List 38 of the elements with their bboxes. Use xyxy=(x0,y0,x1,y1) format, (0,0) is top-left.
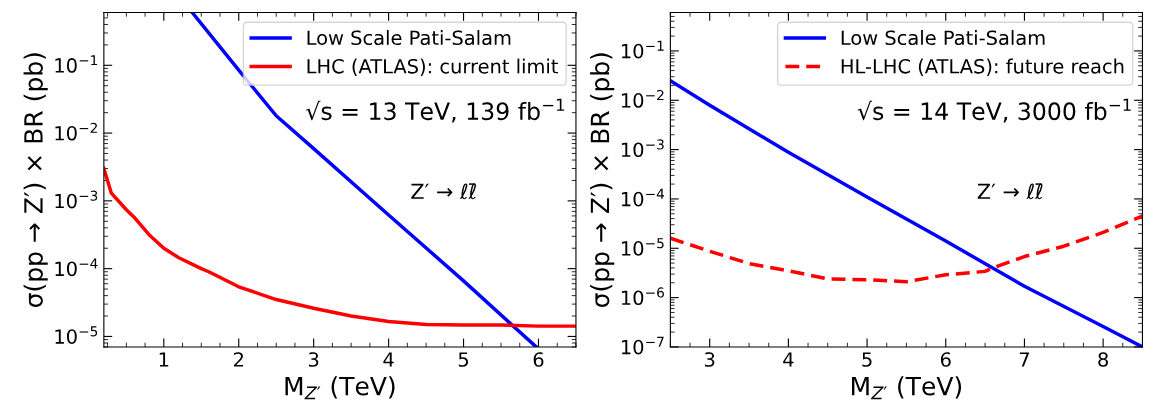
x-tick-label: 1 xyxy=(159,352,169,367)
legend-label: Low Scale Pati-Salam xyxy=(841,30,1045,46)
x-tick-label: 6 xyxy=(533,352,544,367)
y-tick-label: 10$^{−2}$ xyxy=(55,122,97,141)
y-tick-label: 10$^{−3}$ xyxy=(55,190,98,209)
annotation: Z′ → ℓℓ̄ xyxy=(977,183,1043,200)
x-tick-label: 5 xyxy=(862,352,872,367)
legend-label: LHC (ATLAS): current limit xyxy=(307,58,558,76)
x-tick-label: 5 xyxy=(458,352,469,367)
legend-label: Low Scale Pati-Salam xyxy=(307,30,511,46)
x-tick-label: 6 xyxy=(940,352,951,367)
y-tick-label: 10$^{−3}$ xyxy=(621,139,664,158)
x-tick-label: 2 xyxy=(233,352,243,367)
y-axis-title: σ(pp → Z′) × BR (pb) xyxy=(23,53,48,308)
x-axis-title: M$_{Z′}$ (TeV) xyxy=(851,376,962,400)
x-tick-label: 8 xyxy=(1098,352,1108,367)
y-tick-label: 10$^{−2}$ xyxy=(621,89,664,108)
x-tick-label: 7 xyxy=(1019,352,1029,367)
y-tick-label: 10$^{−5}$ xyxy=(55,326,98,344)
x-tick-label: 3 xyxy=(705,352,715,367)
y-tick-label: 10$^{−1}$ xyxy=(55,55,98,73)
y-tick-label: 10$^{−4}$ xyxy=(621,188,665,207)
annotation: Z′ → ℓℓ̄ xyxy=(411,183,476,200)
annotation: √s = 14 TeV, 3000 fb$^{−1}$ xyxy=(857,98,1131,123)
y-tick-label: 10$^{−4}$ xyxy=(55,258,98,277)
y-tick-label: 10$^{−6}$ xyxy=(621,287,664,306)
x-tick-label: 4 xyxy=(783,352,794,367)
y-axis-title: σ(pp → Z′) × BR (pb) xyxy=(590,53,615,308)
x-axis-title: M$_{Z′}$ (TeV) xyxy=(285,376,395,400)
annotation: √s = 13 TeV, 139 fb$^{−1}$ xyxy=(306,98,565,123)
line-series xyxy=(103,166,576,328)
x-tick-label: 4 xyxy=(383,352,394,367)
x-tick-label: 3 xyxy=(308,352,319,367)
legend-label: HL-LHC (ATLAS): future reach xyxy=(841,58,1124,76)
y-tick-label: 10$^{−1}$ xyxy=(621,40,664,59)
y-tick-label: 10$^{−7}$ xyxy=(621,336,664,355)
y-tick-label: 10$^{−5}$ xyxy=(621,238,664,256)
line-series xyxy=(670,214,1143,284)
